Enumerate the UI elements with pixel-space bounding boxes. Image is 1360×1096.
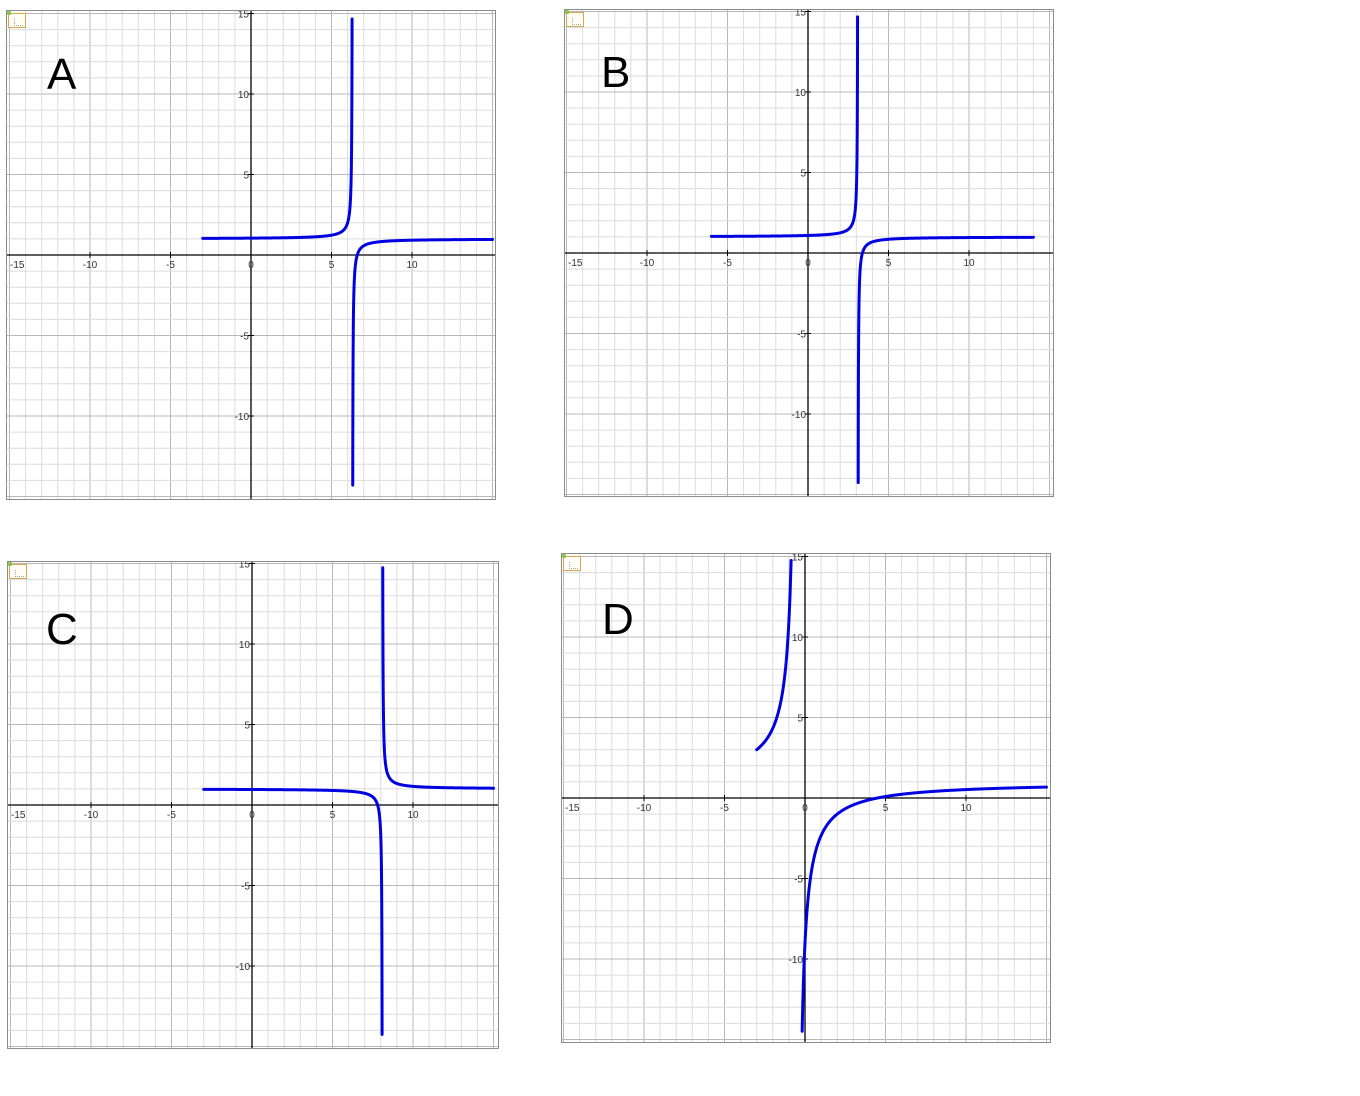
y-tick-label: 5 (243, 171, 249, 182)
y-tick-label: 5 (244, 721, 250, 732)
graph-c-plot: -15 -10 -5 0 5 10 15 10 5 -5 -10 (8, 562, 498, 1048)
y-tick-label: -5 (797, 330, 806, 341)
x-tick-label: 5 (330, 810, 336, 821)
graph-panel-c: -15 -10 -5 0 5 10 15 10 5 -5 -10 C (7, 561, 499, 1049)
x-tick-label: -15 (568, 258, 583, 269)
graph-panel-b: -15 -10 -5 0 5 10 15 10 5 -5 -10 B (564, 9, 1054, 497)
function-curve-branch (709, 15, 860, 238)
x-tick-label: -15 (10, 260, 25, 271)
y-tick-label: -10 (789, 955, 804, 966)
x-tick-label: -5 (720, 803, 729, 814)
x-tick-label: -5 (167, 810, 176, 821)
y-tick-label: -10 (792, 410, 807, 421)
graph-a-plot: -15 -10 -5 0 5 10 15 10 5 -5 -10 (7, 11, 495, 499)
x-tick-label: -15 (11, 810, 26, 821)
graph-b-plot: -15 -10 -5 0 5 10 15 10 5 -5 -10 (565, 10, 1053, 496)
x-tick-label: 0 (248, 260, 254, 271)
function-curve-branch (856, 235, 1035, 485)
x-tick-label: -5 (723, 258, 732, 269)
panel-label-d: D (602, 595, 634, 644)
x-tick-label: 10 (407, 810, 419, 821)
x-tick-label: 0 (805, 258, 811, 269)
y-tick-label: 10 (792, 633, 804, 644)
y-tick-label: 15 (238, 11, 250, 21)
x-tick-label: 0 (249, 810, 255, 821)
y-tick-label: -10 (235, 412, 250, 423)
y-tick-label: 15 (792, 554, 804, 564)
function-curve-branch (201, 17, 354, 240)
panel-label-c: C (46, 605, 78, 654)
x-tick-label: 10 (963, 258, 975, 269)
y-tick-label: 10 (795, 88, 807, 99)
y-tick-label: 15 (239, 562, 251, 571)
y-tick-label: -10 (236, 962, 251, 973)
graph-panel-a: -15 -10 -5 0 5 10 15 10 5 -5 -10 A (6, 10, 496, 500)
x-tick-label: 10 (406, 260, 418, 271)
panel-label-b: B (601, 48, 631, 97)
graph-settings-icon[interactable] (7, 11, 26, 28)
function-curve-branch (202, 787, 384, 1036)
y-tick-label: 5 (800, 169, 806, 180)
x-tick-label: -15 (565, 803, 580, 814)
x-tick-label: -10 (83, 260, 98, 271)
x-tick-label: 5 (329, 260, 335, 271)
function-curve-branch (800, 785, 1048, 1033)
x-tick-label: 0 (802, 803, 808, 814)
y-tick-label: 15 (795, 10, 807, 19)
function-curve-branch (351, 237, 494, 487)
graph-settings-icon[interactable] (562, 554, 581, 571)
x-tick-label: -10 (84, 810, 99, 821)
graph-d-plot: -15 -10 -5 0 5 10 15 10 5 -5 -10 (562, 554, 1050, 1042)
x-tick-label: -10 (637, 803, 652, 814)
graph-settings-icon[interactable] (565, 10, 584, 27)
y-tick-label: 10 (238, 90, 250, 101)
y-tick-label: -5 (794, 875, 803, 886)
graph-settings-icon[interactable] (8, 562, 27, 579)
y-tick-label: -5 (240, 332, 249, 343)
y-tick-label: 10 (239, 640, 251, 651)
function-curve-branch (755, 559, 793, 752)
x-tick-label: 5 (883, 803, 889, 814)
x-tick-label: -10 (640, 258, 655, 269)
x-tick-label: 5 (886, 258, 892, 269)
function-curve-branch (381, 566, 495, 790)
y-tick-label: 5 (797, 714, 803, 725)
x-tick-label: 10 (960, 803, 972, 814)
y-tick-label: -5 (241, 882, 250, 893)
x-tick-label: -5 (166, 260, 175, 271)
graph-panel-d: -15 -10 -5 0 5 10 15 10 5 -5 -10 D (561, 553, 1051, 1043)
panel-label-a: A (47, 50, 77, 99)
